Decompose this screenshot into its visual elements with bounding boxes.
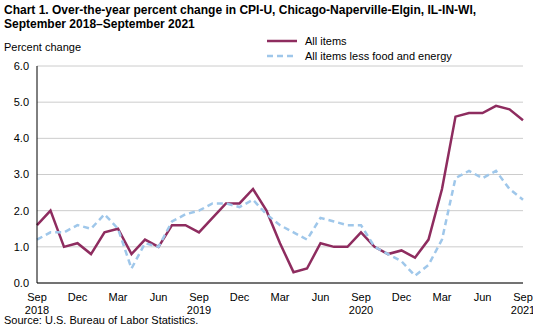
svg-text:1.0: 1.0 (14, 241, 29, 253)
svg-text:5.0: 5.0 (14, 96, 29, 108)
html-text:Percent change: Percent change (4, 41, 82, 53)
html-text:Source: U.S. Bureau of Labor S: Source: U.S. Bureau of Labor Statistics. (4, 314, 199, 326)
svg-text:2.0: 2.0 (14, 205, 29, 217)
svg-text:4.0: 4.0 (14, 132, 29, 144)
svg-text:0.0: 0.0 (14, 277, 29, 289)
svg-text:Jun: Jun (150, 291, 168, 303)
svg-text:Sep: Sep (351, 291, 371, 303)
svg-text:Sep: Sep (189, 291, 209, 303)
svg-text:6.0: 6.0 (14, 60, 29, 72)
svg-text:Dec: Dec (392, 291, 412, 303)
html-text:Chart 1. Over-the-year percent: Chart 1. Over-the-year percent change in… (4, 3, 477, 31)
html-text:All items: All items (305, 34, 347, 47)
svg-text:3.0: 3.0 (14, 168, 29, 180)
svg-text:2018: 2018 (25, 304, 49, 316)
svg-text:Dec: Dec (230, 291, 250, 303)
svg-text:2020: 2020 (349, 304, 373, 316)
svg-text:Mar: Mar (271, 291, 290, 303)
svg-text:Mar: Mar (433, 291, 452, 303)
svg-text:2021: 2021 (511, 304, 525, 316)
svg-text:Jun: Jun (474, 291, 492, 303)
svg-text:2019: 2019 (187, 304, 211, 316)
svg-text:Dec: Dec (68, 291, 88, 303)
svg-text:Sep: Sep (513, 291, 525, 303)
svg-text:Sep: Sep (27, 291, 47, 303)
svg-text:Mar: Mar (109, 291, 128, 303)
svg-text:Jun: Jun (312, 291, 330, 303)
html-text:All items less food and energy: All items less food and energy (305, 49, 452, 62)
